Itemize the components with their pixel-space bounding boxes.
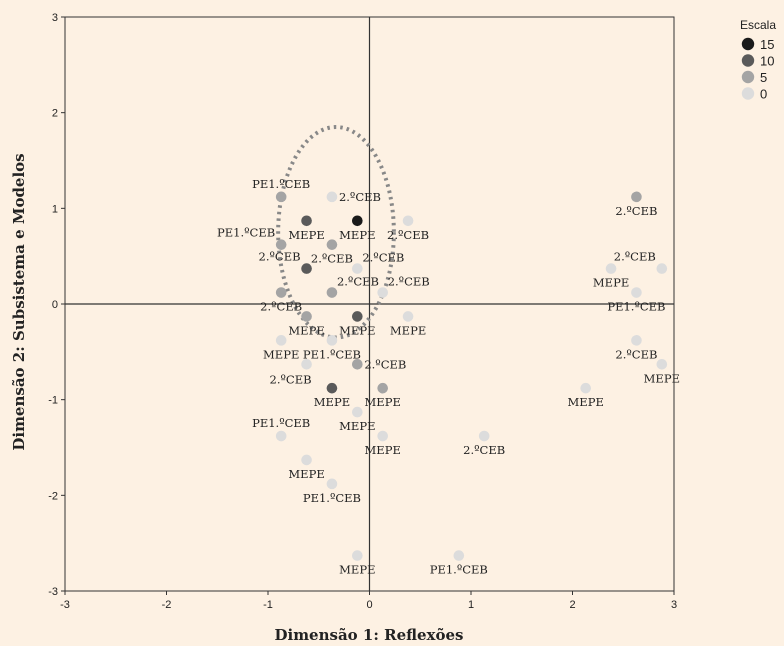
data-point [377,382,388,394]
y-tick-label: 1 [52,203,58,215]
point-label: MEPE [339,563,375,577]
point-label: PE1.ºCEB [430,563,488,577]
data-point [656,358,668,370]
data-point [352,358,363,370]
data-point [631,335,642,346]
x-tick-label: 3 [671,599,677,611]
data-point [301,311,312,322]
point-label: MEPE [390,323,426,337]
data-point [453,550,465,561]
point-label: MEPE [339,228,375,242]
legend-label: 0 [760,87,767,102]
point-label: 2.ºCEB [337,275,379,289]
point-label: 2.ºCEB [615,347,657,361]
data-point [326,287,338,298]
point-label: 2.ºCEB [364,357,406,371]
point-label: 2.ºCEB [339,190,381,204]
x-tick-label: 0 [366,599,372,611]
point-label: MEPE [314,395,350,409]
data-point [352,263,363,274]
point-label: 2.ºCEB [388,275,430,289]
point-label: MEPE [568,395,604,409]
y-tick-label: -1 [48,395,58,407]
data-point [605,263,617,274]
point-label: PE1.ºCEB [252,416,310,430]
y-tick-label: -2 [48,490,58,502]
data-point [326,478,338,490]
data-point [377,287,388,298]
point-label: MEPE [365,395,401,409]
point-label: 2.ºCEB [311,252,353,266]
x-tick-label: 1 [468,599,474,611]
point-label: 2.ºCEB [615,204,657,218]
data-point [352,215,363,227]
legend-swatch [741,87,755,100]
data-point [326,335,338,346]
point-label: 2.ºCEB [362,251,404,265]
x-tick-label: -3 [60,599,70,611]
data-point [580,382,591,394]
data-point [326,382,338,394]
point-label: MEPE [339,419,375,433]
legend-label: 5 [760,70,767,85]
point-label: MEPE [288,228,324,242]
point-label: PE1.ºCEB [303,347,361,361]
data-point [301,358,312,370]
y-tick-label: 2 [52,108,58,120]
data-point [275,430,287,442]
y-axis-title: Dimensão 2: Subsistema e Modelos [10,153,28,450]
y-tick-label: 3 [52,12,58,24]
point-label: 2.ºCEB [259,250,301,264]
y-tick-label: -3 [48,586,58,598]
x-tick-label: -2 [162,599,172,611]
legend-swatch [741,37,755,51]
point-label: MEPE [288,467,324,481]
point-label: MEPE [365,443,401,457]
point-label: 2.ºCEB [387,228,429,242]
data-point [631,191,642,203]
data-point [478,430,490,442]
legend-label: 10 [760,54,774,69]
legend: Escala 15 105 0 [740,18,776,102]
data-point [275,191,287,203]
data-point [352,550,363,561]
data-point [275,287,287,298]
point-label: 2.ºCEB [260,300,302,314]
data-point [301,454,312,466]
point-label: MEPE [263,347,299,361]
data-point [275,335,287,346]
point-label: MEPE [644,371,680,385]
data-point [326,239,338,250]
data-point [631,287,642,298]
point-label: MEPE [339,323,375,337]
data-point [352,311,363,322]
data-point [656,263,668,274]
data-point [352,406,363,418]
legend-label: 15 [760,37,774,52]
data-point [326,191,338,203]
point-label: 2.ºCEB [270,372,312,386]
point-label: MEPE [593,276,629,290]
data-point [402,215,414,227]
point-label: PE1.ºCEB [252,177,310,191]
x-tick-label: -1 [263,599,273,611]
data-point [275,239,287,250]
legend-title: Escala [740,18,776,32]
point-label: 2.ºCEB [463,443,505,457]
legend-swatch [741,70,755,84]
point-label: PE1.ºCEB [607,300,665,314]
point-label: MEPE [288,323,324,337]
legend-swatch [741,54,755,67]
data-point [301,263,312,274]
point-label: PE1.ºCEB [217,226,275,240]
data-point [301,215,312,227]
x-tick-label: 2 [569,599,575,611]
x-axis-title: Dimensão 1: Reflexões [274,626,463,644]
point-label: PE1.ºCEB [303,491,361,505]
point-label: 2.ºCEB [614,250,656,264]
data-point [402,311,414,322]
data-point [377,430,388,442]
y-tick-label: 0 [52,299,58,311]
